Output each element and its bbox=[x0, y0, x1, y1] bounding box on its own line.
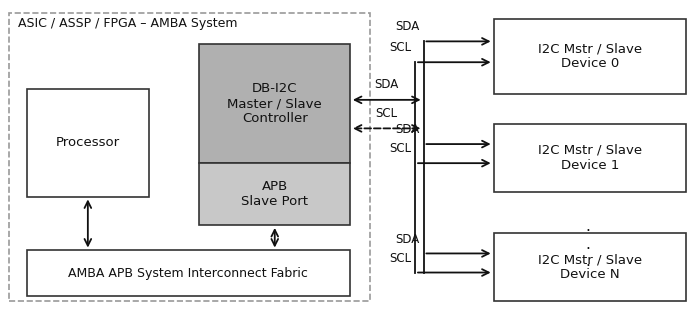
Text: APB
Slave Port: APB Slave Port bbox=[241, 180, 308, 208]
Text: .: . bbox=[586, 254, 590, 269]
Bar bbox=[9, 13, 370, 301]
Text: SDA: SDA bbox=[395, 232, 420, 245]
Text: I2C Mstr / Slave
Device N: I2C Mstr / Slave Device N bbox=[538, 253, 642, 281]
Bar bbox=[494, 233, 686, 301]
Text: SCL: SCL bbox=[389, 142, 412, 155]
Text: AMBA APB System Interconnect Fabric: AMBA APB System Interconnect Fabric bbox=[69, 267, 308, 280]
Text: SDA: SDA bbox=[395, 20, 420, 34]
Text: SCL: SCL bbox=[389, 41, 412, 54]
Bar bbox=[199, 163, 350, 225]
Text: I2C Mstr / Slave
Device 0: I2C Mstr / Slave Device 0 bbox=[538, 42, 642, 70]
Text: .: . bbox=[586, 219, 590, 234]
Bar bbox=[199, 44, 350, 163]
Text: I2C Mstr / Slave
Device 1: I2C Mstr / Slave Device 1 bbox=[538, 144, 642, 172]
Text: DB-I2C
Master / Slave
Controller: DB-I2C Master / Slave Controller bbox=[228, 82, 322, 125]
Bar bbox=[27, 250, 350, 296]
Text: SCL: SCL bbox=[376, 107, 398, 120]
Bar bbox=[494, 19, 686, 94]
Text: Processor: Processor bbox=[56, 136, 120, 149]
Text: .: . bbox=[586, 236, 590, 252]
Text: SDA: SDA bbox=[395, 123, 420, 136]
Bar bbox=[494, 124, 686, 192]
Text: SCL: SCL bbox=[389, 252, 412, 265]
Text: SDA: SDA bbox=[374, 78, 399, 91]
Text: ASIC / ASSP / FPGA – AMBA System: ASIC / ASSP / FPGA – AMBA System bbox=[18, 17, 237, 30]
Bar bbox=[27, 89, 149, 197]
